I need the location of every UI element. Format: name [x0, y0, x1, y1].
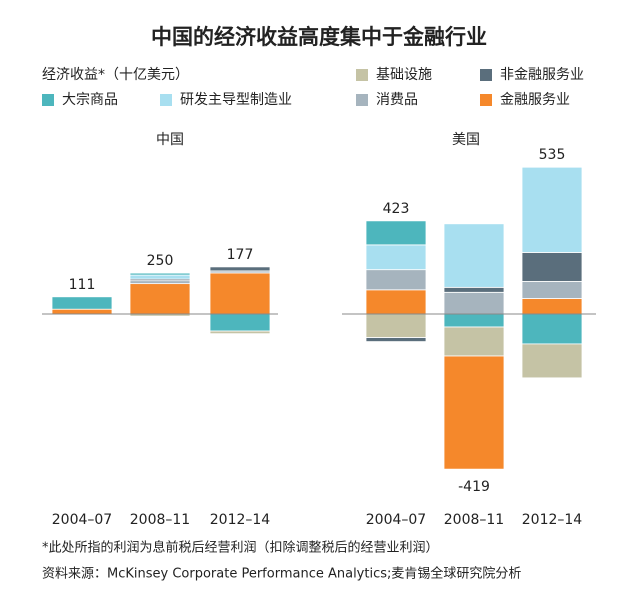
total-label: 423: [383, 201, 410, 217]
legend-label: 非金融服务业: [500, 67, 584, 83]
legend-label: 研发主导型制造业: [180, 92, 292, 108]
legend-label: 基础设施: [376, 66, 432, 83]
legend-swatch: [356, 69, 368, 81]
bar-segment: [521, 252, 583, 282]
x-tick-label: 2008–11: [444, 512, 504, 528]
legend-swatch: [480, 94, 492, 106]
bar-segment: [365, 289, 427, 315]
total-label: 535: [539, 147, 566, 163]
panel-title: 中国: [156, 132, 184, 148]
bar-segment: [365, 244, 427, 271]
bar-segment: [365, 337, 427, 342]
bar-segment: [209, 266, 271, 272]
x-tick-label: 2004–07: [52, 512, 112, 528]
total-label: -419: [458, 479, 490, 495]
bar-segment: [521, 281, 583, 299]
bar-segment: [51, 308, 113, 315]
bar-segment: [443, 286, 505, 293]
x-tick-label: 2012–14: [210, 512, 271, 528]
legend-swatch: [42, 94, 54, 106]
bar-segment: [521, 313, 583, 345]
total-label: 177: [227, 247, 254, 263]
chart-title: 中国的经济收益高度集中于金融行业: [151, 25, 487, 49]
bar-segment: [365, 269, 427, 291]
x-tick-label: 2008–11: [130, 512, 190, 528]
bar-segment: [129, 283, 191, 315]
bar-segment: [129, 272, 191, 276]
panel-title: 美国: [452, 132, 480, 148]
bar-segment: [521, 298, 583, 315]
bar-segment: [129, 274, 191, 280]
bar-segment: [521, 343, 583, 379]
bar-segment: [209, 272, 271, 315]
total-label: 111: [69, 277, 96, 293]
note: *此处所指的利润为息前税后经营利润（扣除调整税后的经营业利润）: [42, 540, 439, 556]
note: 资料来源：McKinsey Corporate Performance Anal…: [42, 566, 521, 582]
bar-segment: [209, 330, 271, 335]
x-tick-label: 2012–14: [522, 512, 583, 528]
total-label: 250: [147, 253, 174, 269]
bar-segment: [443, 355, 505, 470]
bar-segment: [443, 291, 505, 315]
legend-swatch: [356, 94, 368, 106]
y-label: 经济收益*（十亿美元）: [42, 67, 189, 83]
bar-segment: [443, 313, 505, 328]
legend-label: 金融服务业: [500, 92, 570, 108]
legend-label: 大宗商品: [62, 92, 118, 108]
legend-label: 消费品: [376, 92, 418, 108]
bar-segment: [51, 296, 113, 310]
bar-segment: [209, 313, 271, 332]
bar-segment: [365, 313, 427, 338]
bar-segment: [365, 220, 427, 246]
bar-segment: [521, 166, 583, 253]
bar-segment: [443, 223, 505, 288]
x-tick-label: 2004–07: [366, 512, 426, 528]
bar-segment: [129, 280, 191, 285]
bar-segment: [443, 326, 505, 357]
legend-swatch: [480, 69, 492, 81]
legend-swatch: [160, 94, 172, 106]
